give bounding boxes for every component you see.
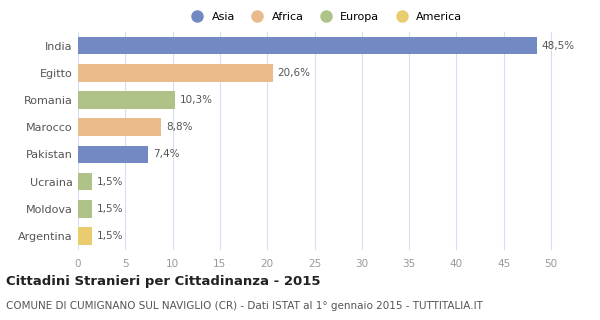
Bar [78,37,537,54]
Text: 7,4%: 7,4% [153,149,179,159]
Bar [78,64,273,82]
Text: 48,5%: 48,5% [542,41,575,51]
Text: 20,6%: 20,6% [278,68,311,78]
Legend: Asia, Africa, Europa, America: Asia, Africa, Europa, America [186,12,462,22]
Bar [78,118,161,136]
Text: 1,5%: 1,5% [97,231,124,241]
Bar [78,146,148,163]
Bar [78,227,92,245]
Bar [78,200,92,218]
Bar [78,173,92,190]
Text: 8,8%: 8,8% [166,122,193,132]
Text: 1,5%: 1,5% [97,177,124,187]
Text: 10,3%: 10,3% [180,95,213,105]
Text: COMUNE DI CUMIGNANO SUL NAVIGLIO (CR) - Dati ISTAT al 1° gennaio 2015 - TUTTITAL: COMUNE DI CUMIGNANO SUL NAVIGLIO (CR) - … [6,301,483,311]
Bar [78,91,175,109]
Text: 1,5%: 1,5% [97,204,124,214]
Text: Cittadini Stranieri per Cittadinanza - 2015: Cittadini Stranieri per Cittadinanza - 2… [6,275,320,288]
